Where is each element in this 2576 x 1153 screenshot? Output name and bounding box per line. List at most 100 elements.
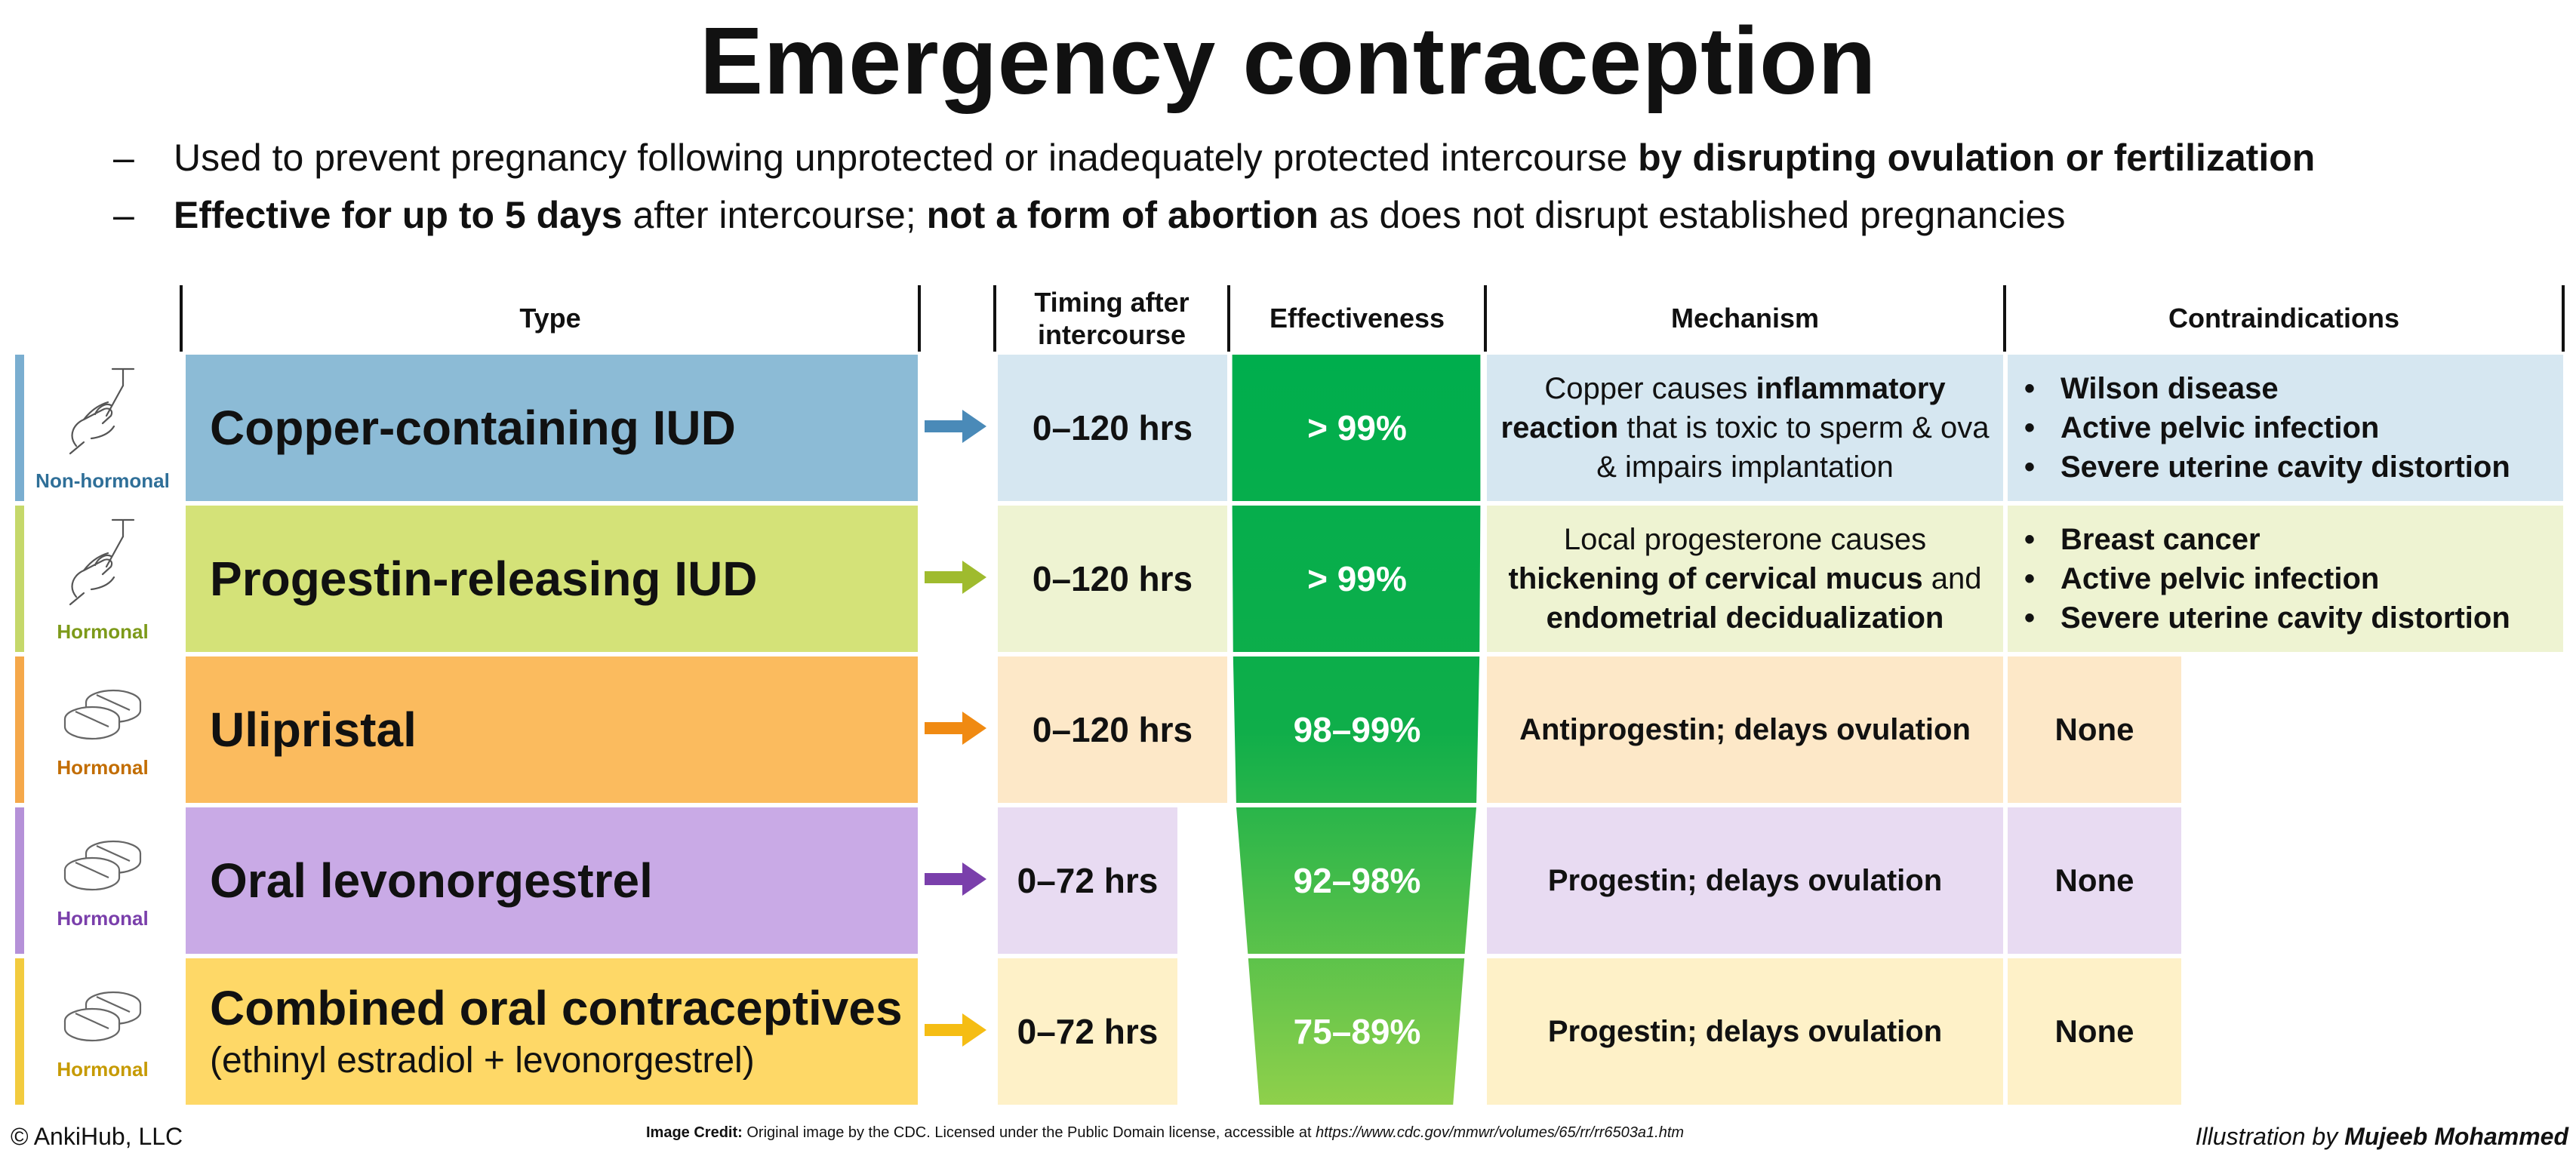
contraindication-text: Wilson disease — [2060, 372, 2279, 405]
mechanism-cell: Copper causes inflammatory reaction that… — [1487, 355, 2003, 501]
contraindications-cell: None — [2008, 958, 2181, 1105]
header-timing: Timing after intercourse — [996, 285, 1227, 352]
arrow-right-icon — [923, 1011, 988, 1053]
category-label: Non-hormonal — [35, 469, 170, 492]
arrow-right-icon — [923, 407, 988, 449]
type-name: Oral levonorgestrel — [210, 853, 653, 908]
type-cell: Combined oral contraceptives (ethinyl est… — [186, 958, 918, 1105]
bullet-text: Used to prevent pregnancy following unpr… — [174, 136, 2315, 180]
category-band — [15, 656, 24, 803]
category-icon-box: Hormonal — [27, 966, 178, 1097]
contraindications-cell: • Wilson disease • Active pelvic infection •… — [2008, 355, 2563, 501]
category-label: Hormonal — [57, 620, 149, 643]
illustration-credit: Illustration by Mujeeb Mohammed — [2196, 1123, 2568, 1151]
category-icon-box: Hormonal — [27, 513, 178, 644]
row-separator — [1224, 803, 1488, 807]
mechanism-text: Progestin; delays ovulation — [1548, 861, 1942, 900]
iud-insertion-icon — [61, 514, 144, 616]
contraindication-item: • Wilson disease — [2024, 369, 2563, 408]
effectiveness-funnel-shape — [1232, 355, 1481, 1105]
contraindication-item: • Active pelvic infection — [2024, 559, 2563, 598]
category-band — [15, 958, 24, 1105]
header-divider — [2562, 285, 2565, 352]
iud-insertion-icon — [61, 363, 144, 465]
category-icon-box: Hormonal — [27, 815, 178, 946]
image-credit-label: Image Credit: — [646, 1124, 743, 1141]
contraindication-item: • Severe uterine cavity distortion — [2024, 447, 2563, 487]
bold-text: Effective for up to 5 days — [174, 194, 623, 236]
header-mechanism: Mechanism — [1670, 303, 1820, 334]
effectiveness-value: 98–99% — [1293, 710, 1421, 749]
category-label: Hormonal — [57, 1058, 149, 1081]
row-arrow — [921, 506, 990, 652]
illustration-label: Illustration by — [2195, 1123, 2345, 1150]
bold-text: endometrial decidualization — [1546, 601, 1944, 635]
copyright: © AnkiHub, LLC — [11, 1123, 183, 1150]
bold-text: by disrupting ovulation or fertilization — [1638, 137, 2316, 179]
plain-text: and — [1922, 562, 1982, 595]
bold-text: Progestin; delays ovulation — [1547, 1015, 1943, 1048]
bold-text: thickening of cervical mucus — [1508, 562, 1923, 595]
header-divider — [1227, 285, 1230, 352]
type-cell: Oral levonorgestrel — [186, 807, 918, 954]
category-label: Hormonal — [57, 907, 149, 930]
type-subtitle: (ethinyl estradiol + levonorgestrel) — [210, 1040, 755, 1081]
mechanism-cell: Local progesterone causes thickening of … — [1487, 506, 2003, 652]
contraindication-item: • Breast cancer — [2024, 520, 2563, 559]
type-name: Progestin-releasing IUD — [210, 551, 758, 606]
bullet-dot: • — [2024, 372, 2036, 405]
plain-text: after intercourse; — [622, 194, 927, 236]
contraindication-item: • Severe uterine cavity distortion — [2024, 598, 2563, 638]
mechanism-text: Copper causes inflammatory reaction that… — [1494, 369, 1996, 487]
arrow-right-icon — [923, 709, 988, 751]
mechanism-text: Antiprogestin; delays ovulation — [1519, 710, 1971, 749]
mechanism-cell: Progestin; delays ovulation — [1487, 807, 2003, 954]
header-divider — [1484, 285, 1487, 352]
illustration-author: Mujeeb Mohammed — [2344, 1123, 2568, 1150]
page-title: Emergency contraception — [700, 8, 1876, 114]
effectiveness-value: 92–98% — [1293, 861, 1421, 900]
effectiveness-value: 75–89% — [1293, 1012, 1421, 1051]
category-band — [15, 355, 24, 501]
bold-text: Progestin; delays ovulation — [1547, 864, 1943, 897]
image-credit-url[interactable]: https://www.cdc.gov/mmwr/volumes/65/rr/r… — [1316, 1124, 1685, 1141]
bold-text: Antiprogestin; delays ovulation — [1519, 713, 1971, 746]
contraindication-text: Active pelvic infection — [2060, 562, 2380, 595]
timing-cell: 0–72 hrs — [998, 958, 1177, 1105]
plain-text: Copper causes — [1544, 372, 1756, 405]
type-name: Copper-containing IUD — [210, 400, 736, 455]
type-name: Ulipristal — [210, 702, 417, 757]
pill-tablets-icon — [57, 831, 148, 902]
type-name: Combined oral contraceptives — [210, 981, 903, 1036]
category-icon-box: Hormonal — [27, 664, 178, 795]
mechanism-text: Local progesterone causes thickening of … — [1494, 520, 1996, 638]
image-credit: Image Credit: Original image by the CDC.… — [646, 1124, 1684, 1142]
row-arrow — [921, 958, 990, 1105]
mechanism-text: Progestin; delays ovulation — [1548, 1012, 1942, 1051]
bullet-dot: • — [2024, 601, 2036, 635]
header-contraindications: Contraindications — [2168, 303, 2400, 334]
plain-text: Local progesterone causes — [1563, 523, 1927, 556]
arrow-right-icon — [923, 558, 988, 600]
timing-cell: 0–72 hrs — [998, 807, 1177, 954]
bold-text: inflammatory reaction — [1500, 372, 1946, 444]
pill-tablets-icon — [57, 982, 148, 1053]
bold-text: not a form of abortion — [926, 194, 1319, 236]
category-label: Hormonal — [57, 756, 149, 779]
plain-text: as does not disrupt established pregnanc… — [1318, 194, 2066, 236]
mechanism-cell: Progestin; delays ovulation — [1487, 958, 2003, 1105]
bullet-dot: • — [2024, 562, 2036, 595]
contraindications-cell: None — [2008, 656, 2181, 803]
image-credit-text: Original image by the CDC. Licensed unde… — [742, 1124, 1316, 1141]
bullet-dot: • — [2024, 411, 2036, 444]
timing-cell: 0–120 hrs — [998, 355, 1227, 501]
timing-cell: 0–120 hrs — [998, 656, 1227, 803]
header-timing-line1: Timing after — [1034, 286, 1190, 318]
category-band — [15, 506, 24, 652]
header-divider — [993, 285, 996, 352]
row-arrow — [921, 355, 990, 501]
type-cell: Copper-containing IUD — [186, 355, 918, 501]
bullet-dot: • — [2024, 450, 2036, 484]
row-separator — [1224, 501, 1488, 506]
